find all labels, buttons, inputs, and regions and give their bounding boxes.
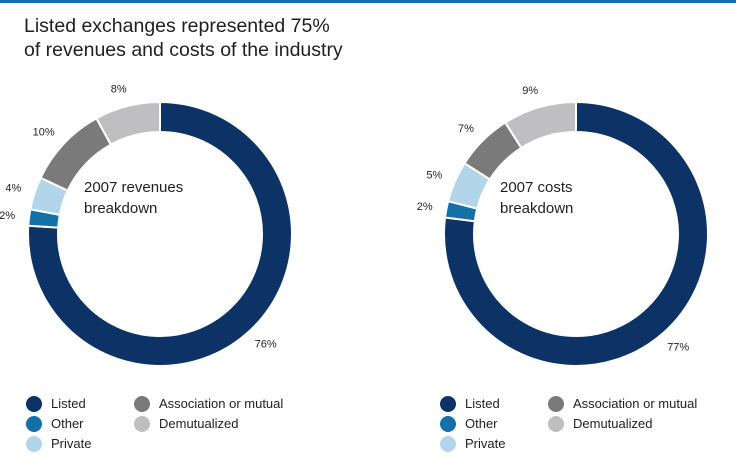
legend-label: Other <box>465 416 498 431</box>
legend-swatch-demutualized <box>548 416 564 432</box>
legend-label: Association or mutual <box>573 396 698 411</box>
slice-label-private: 5% <box>426 169 442 181</box>
center-label-line-2: breakdown <box>84 200 157 217</box>
legend-swatch-other <box>26 416 42 432</box>
slice-listed <box>27 100 293 367</box>
legend-swatch-private <box>440 436 456 452</box>
revenues-donut-chart: 76% 2% 4% 10% 8% 2007 revenues breakdown <box>0 84 293 367</box>
legend-label: Other <box>51 416 84 431</box>
legend-swatch-other <box>440 416 456 432</box>
slice-label-association-or-mutual: 7% <box>458 123 474 135</box>
slice-label-private: 4% <box>5 183 21 195</box>
title-line-2: of revenues and costs of the industry <box>24 39 343 61</box>
top-accent-rule <box>0 0 736 3</box>
slice-label-listed: 76% <box>255 338 277 350</box>
legend-label: Demutualized <box>159 416 239 431</box>
slice-label-association-or-mutual: 10% <box>33 126 55 138</box>
legend-swatch-private <box>26 436 42 452</box>
legend-swatch-listed <box>26 396 42 412</box>
slice-label-other: 2% <box>0 210 15 222</box>
slice-demutualized <box>95 100 161 146</box>
costs-legend: Listed Other Private Association or mutual D… <box>440 395 736 455</box>
slice-label-other: 2% <box>417 201 433 213</box>
legend-swatch-association-or-mutual <box>134 396 150 412</box>
legend-swatch-demutualized <box>134 416 150 432</box>
page-title: Listed exchanges represented 75% of reve… <box>24 14 504 62</box>
center-label-line-2: breakdown <box>500 200 573 217</box>
slice-label-listed: 77% <box>667 342 689 354</box>
legend-label: Listed <box>465 396 500 411</box>
legend-label: Listed <box>51 396 86 411</box>
legend-label: Association or mutual <box>159 396 284 411</box>
costs-donut-chart: 77% 2% 5% 7% 9% 2007 costs breakdown <box>417 85 709 367</box>
slice-listed <box>443 100 709 367</box>
legend-label: Private <box>51 436 92 451</box>
slice-label-demutualized: 9% <box>522 85 538 97</box>
title-line-1: Listed exchanges represented 75% <box>24 15 330 37</box>
slice-label-demutualized: 8% <box>111 84 127 96</box>
center-label-line-1: 2007 revenues <box>84 179 183 196</box>
legend-swatch-listed <box>440 396 456 412</box>
slice-demutualized <box>503 100 577 150</box>
legend-swatch-association-or-mutual <box>548 396 564 412</box>
legend-label: Demutualized <box>573 416 653 431</box>
center-label-line-1: 2007 costs <box>500 179 573 196</box>
legend-label: Private <box>465 436 506 451</box>
revenues-legend: Listed Other Private Association or mutual D… <box>26 395 366 455</box>
